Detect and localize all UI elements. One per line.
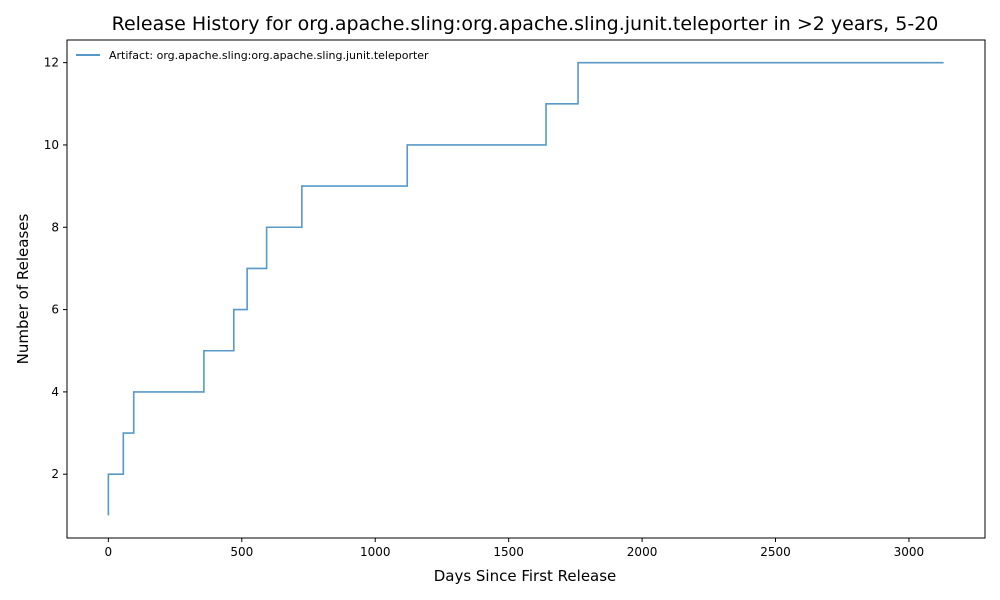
y-axis: 2 4 6 8 10 12 [44, 56, 67, 481]
series-line-0 [107, 61, 944, 516]
y-tick-label: 4 [51, 385, 59, 399]
x-tick-label: 3000 [894, 545, 925, 559]
x-axis: 0 500 1000 1500 2000 2500 3000 [105, 538, 925, 559]
chart-title: Release History for org.apache.sling:org… [112, 13, 939, 35]
legend-label: Artifact: org.apache.sling:org.apache.sl… [109, 49, 429, 62]
y-tick-label: 2 [51, 467, 59, 481]
series-layer [107, 61, 944, 516]
y-tick-label: 6 [51, 303, 59, 317]
y-tick-label: 10 [44, 138, 59, 152]
legend: Artifact: org.apache.sling:org.apache.sl… [76, 49, 429, 62]
plot-area-frame [66, 39, 986, 539]
y-tick-label: 8 [51, 220, 59, 234]
x-tick-label: 0 [105, 545, 113, 559]
x-tick-label: 2500 [760, 545, 791, 559]
y-axis-title: Number of Releases [14, 213, 32, 364]
x-axis-title: Days Since First Release [434, 567, 617, 585]
x-tick-label: 1000 [360, 545, 391, 559]
x-tick-label: 2000 [627, 545, 658, 559]
y-tick-label: 12 [44, 56, 59, 70]
x-tick-label: 500 [230, 545, 253, 559]
x-tick-label: 1500 [493, 545, 524, 559]
